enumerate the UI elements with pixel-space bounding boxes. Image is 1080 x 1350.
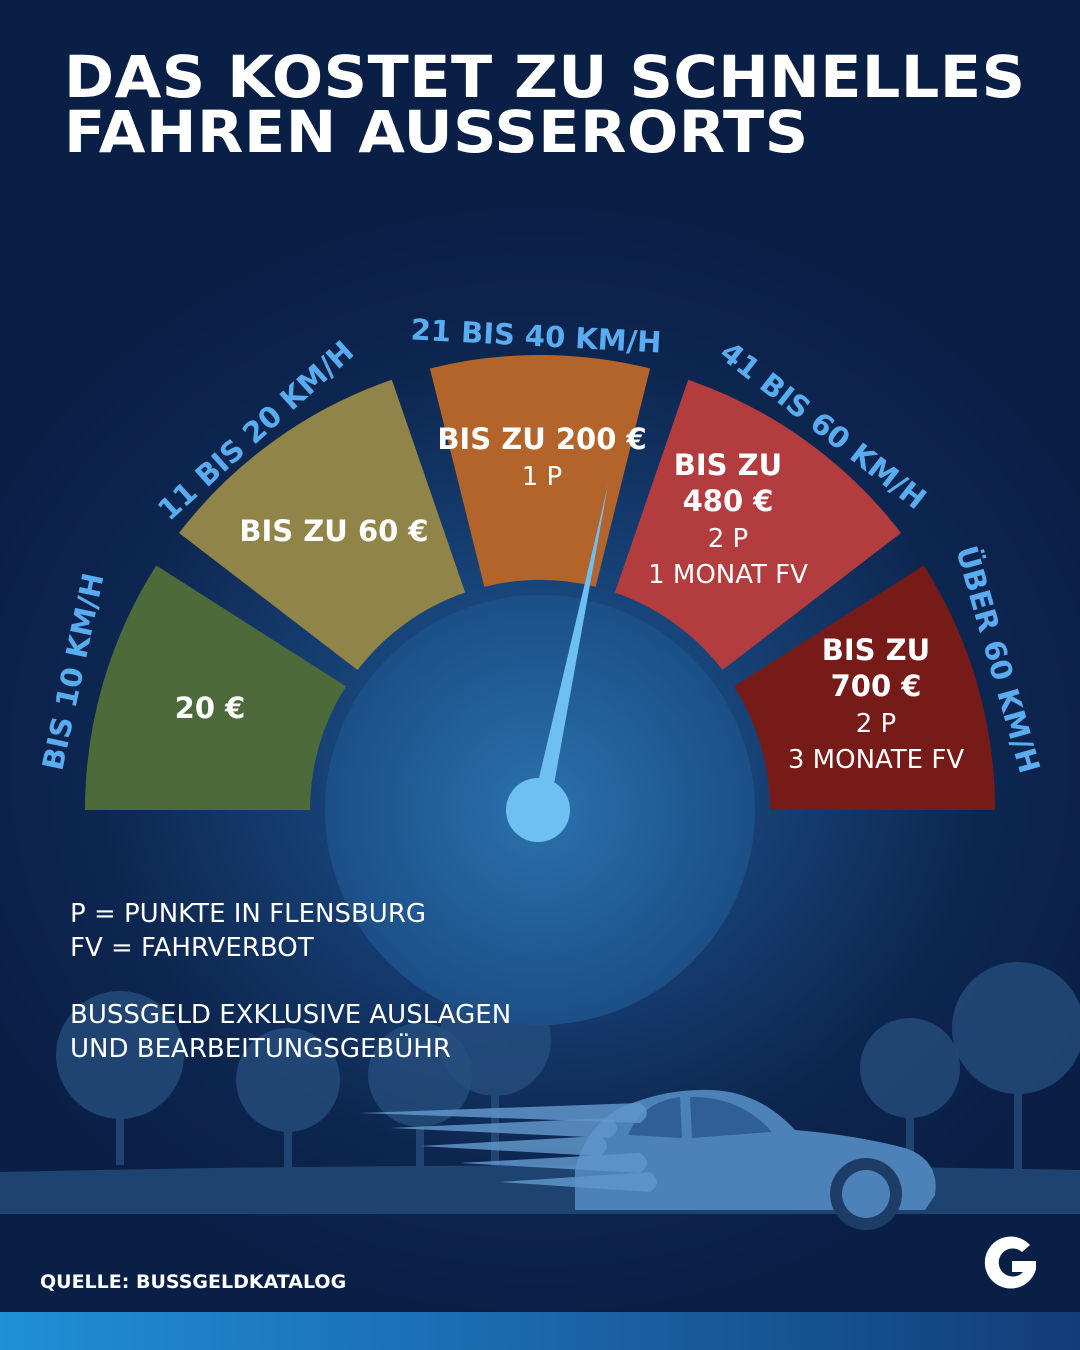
segment-line: 480 € [683, 484, 774, 518]
gauge-segment-5 [733, 565, 995, 810]
segment-fine-text-1: 20 € [175, 691, 246, 725]
needle-pointer [531, 485, 608, 812]
legend-note-line-1: BUSSGELD EXKLUSIVE AUSLAGEN [70, 1000, 512, 1030]
tree-silhouette-icon [860, 1018, 960, 1170]
legend-note-line-2: UND BEARBEITUNGSGEBÜHR [70, 1034, 451, 1064]
title-line-2: FAHREN AUSSERORTS [64, 98, 809, 166]
speed-streak [500, 1172, 657, 1192]
range-label-3: 21 BIS 40 KM/H [410, 312, 662, 359]
segment-line: BIS ZU [822, 633, 930, 667]
speed-streak [390, 1118, 617, 1138]
g-logo-icon [984, 1236, 1036, 1289]
segment-line: 1 MONAT FV [648, 560, 808, 590]
car-silhouette-icon [360, 1089, 936, 1230]
segment-line: 20 € [175, 691, 246, 725]
needle-pivot [506, 778, 570, 842]
tree-silhouette-icon [236, 1028, 340, 1170]
segment-line: 2 P [856, 709, 897, 739]
segment-line: 2 P [708, 524, 749, 554]
segment-line: BIS ZU [674, 448, 782, 482]
segment-line: BIS ZU 60 € [239, 514, 428, 548]
bottom-bar [0, 1312, 1080, 1350]
source-credit: QUELLE: BUSSGELDKATALOG [40, 1271, 347, 1293]
segment-fine-text-5: BIS ZU 700 € 2 P 3 MONATE FV [788, 633, 964, 775]
segment-line: 700 € [831, 669, 922, 703]
segment-line: 3 MONATE FV [788, 745, 964, 775]
segment-fine-text-4: BIS ZU 480 € 2 P 1 MONAT FV [648, 448, 808, 590]
speed-streak [420, 1136, 607, 1156]
gauge-segment-4 [614, 379, 901, 670]
gauge-segment-1 [85, 565, 347, 810]
legend-points: P = PUNKTE IN FLENSBURG [70, 899, 427, 929]
tree-silhouette-icon [56, 991, 184, 1165]
title-line-1: DAS KOSTET ZU SCHNELLES [64, 43, 1026, 111]
segment-texts: 20 €BIS ZU 60 €BIS ZU 200 €1 P BIS ZU 480 … [175, 422, 965, 775]
scenery [0, 962, 1080, 1230]
gauge-segments [85, 355, 995, 810]
page-title: DAS KOSTET ZU SCHNELLES FAHREN AUSSERORT… [64, 43, 1026, 166]
tree-silhouette-icon [952, 962, 1080, 1170]
speed-streak [360, 1103, 647, 1123]
legend-note: BUSSGELD EXKLUSIVE AUSLAGEN UND BEARBEIT… [70, 998, 511, 1066]
segment-fine-text-3: BIS ZU 200 € 1 P [437, 422, 646, 492]
legend-abbreviations: P = PUNKTE IN FLENSBURG FV = FAHRVERBOT [70, 897, 426, 965]
speedometer-needle-icon [506, 485, 608, 842]
segment-line: BIS ZU 200 € [437, 422, 646, 456]
gauge-segment-2 [179, 379, 466, 670]
segment-line: 1 P [522, 462, 563, 492]
gauge-segment-3 [429, 355, 651, 587]
segment-fine-text-2: BIS ZU 60 € [239, 514, 428, 548]
speed-streak [460, 1153, 647, 1173]
legend-driving-ban: FV = FAHRVERBOT [70, 933, 314, 963]
